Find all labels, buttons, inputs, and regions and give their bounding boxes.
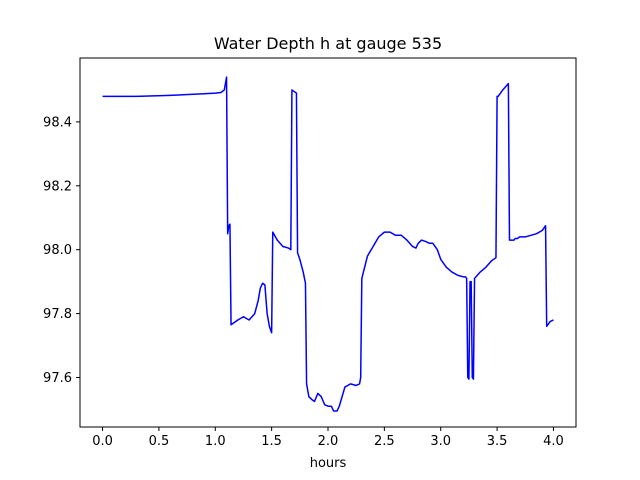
x-tick-label: 1.0	[205, 434, 226, 449]
x-axis-label: hours	[310, 456, 347, 471]
x-tick-label: 1.5	[261, 434, 282, 449]
x-tick-label: 3.5	[487, 434, 508, 449]
y-tick-label: 97.8	[43, 307, 72, 322]
x-tick-label: 4.0	[543, 434, 564, 449]
y-tick-label: 97.6	[43, 371, 72, 386]
x-tick-label: 0.0	[92, 434, 113, 449]
y-tick-label: 98.4	[43, 115, 72, 130]
x-axis-ticks: 0.0 0.5 1.0 1.5 2.0 2.5 3.0 3.5 4.0	[92, 427, 564, 449]
series-line-0	[102, 76, 554, 412]
x-tick-label: 0.5	[149, 434, 170, 449]
x-tick-label: 3.0	[430, 434, 451, 449]
y-axis-ticks: 97.6 97.8 98.0 98.2 98.4	[43, 115, 80, 386]
y-tick-label: 98.0	[43, 243, 72, 258]
y-tick-label: 98.2	[43, 179, 72, 194]
x-tick-label: 2.5	[374, 434, 395, 449]
x-tick-label: 2.0	[318, 434, 339, 449]
chart-title: Water Depth h at gauge 535	[214, 34, 442, 53]
